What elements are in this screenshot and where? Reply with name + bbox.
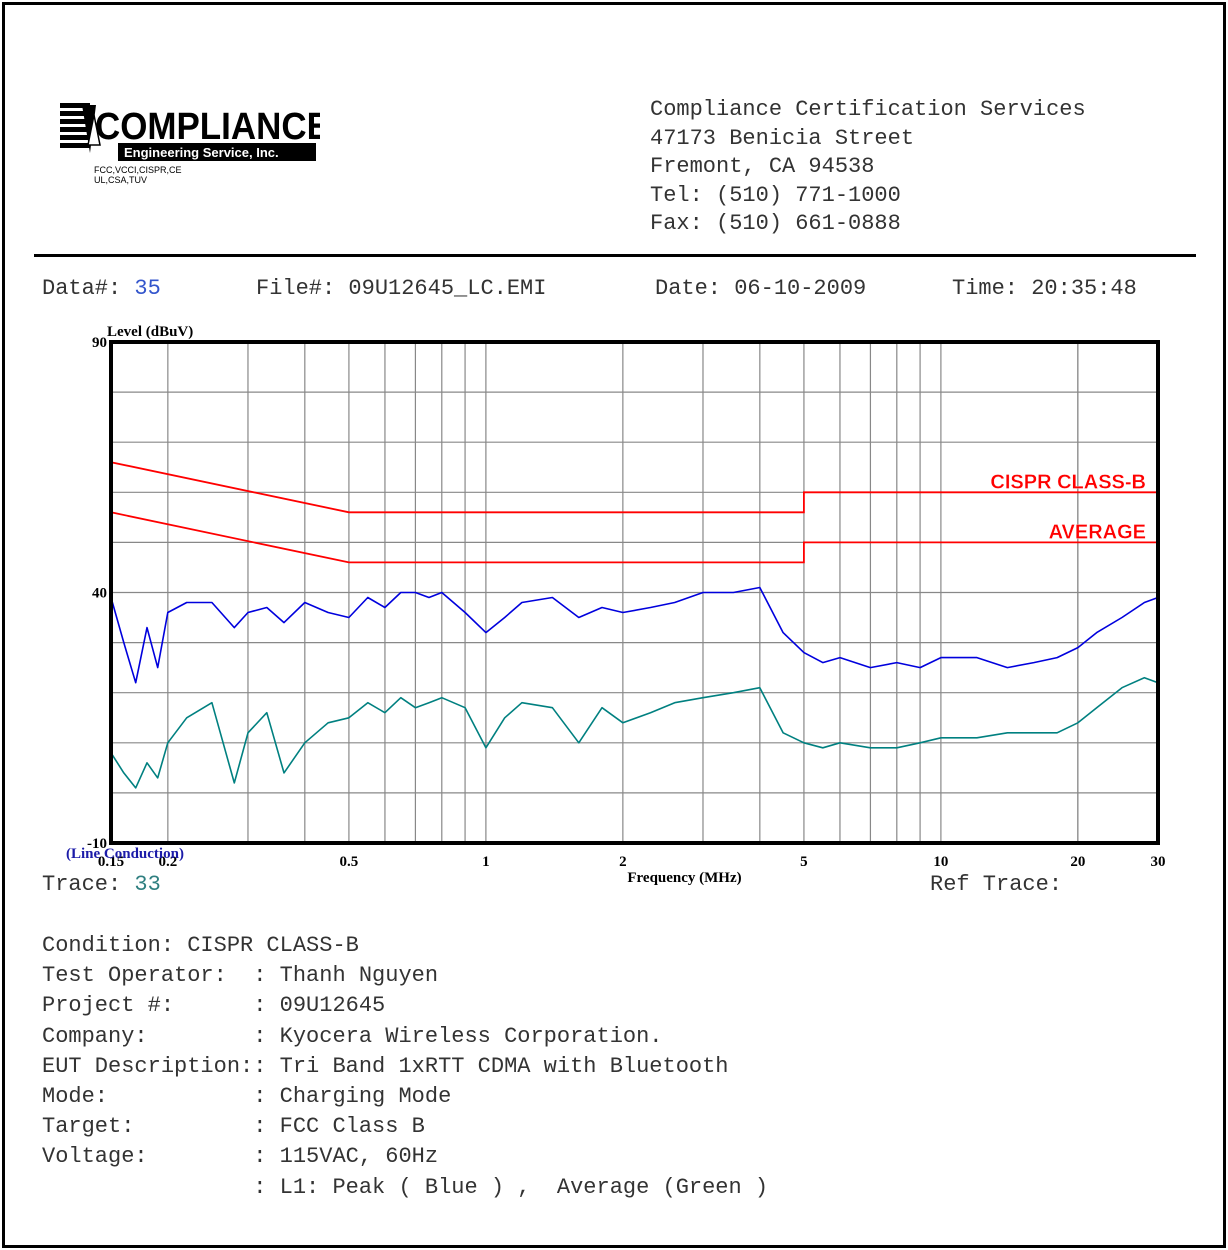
x-tick-label: 30 [1151, 854, 1166, 870]
x-axis-label: Frequency (MHz) [627, 870, 741, 886]
test-conditions: Condition: CISPR CLASS-B Test Operator: … [42, 931, 768, 1203]
x-tick-label: 5 [800, 854, 808, 870]
data-series-line [111, 678, 1158, 788]
x-tick-label: 1 [482, 854, 490, 870]
trace-value: 33 [134, 872, 160, 897]
line-conduction-label: (Line Conduction) [66, 846, 184, 863]
condition-line: EUT Description:: Tri Band 1xRTT CDMA wi… [42, 1052, 768, 1082]
y-axis-label: Level (dBuV) [107, 324, 193, 340]
x-tick-label: 0.5 [340, 854, 359, 870]
trace-label: Trace: [42, 872, 121, 897]
x-tick-label: 20 [1070, 854, 1085, 870]
limit-line-label: AVERAGE [1049, 521, 1146, 543]
condition-line: Project #: : 09U12645 [42, 991, 768, 1021]
condition-line: : L1: Peak ( Blue ) , Average (Green ) [42, 1173, 768, 1203]
y-tick-label: 40 [92, 586, 107, 602]
x-tick-label: 10 [933, 854, 948, 870]
condition-line: Condition: CISPR CLASS-B [42, 931, 768, 961]
trace: Trace: 33 [42, 872, 161, 897]
condition-line: Test Operator: : Thanh Nguyen [42, 961, 768, 991]
condition-line: Mode: : Charging Mode [42, 1082, 768, 1112]
limit-line [111, 512, 1158, 562]
condition-line: Target: : FCC Class B [42, 1112, 768, 1142]
limit-line-label: CISPR CLASS-B [990, 471, 1146, 493]
condition-line: Voltage: : 115VAC, 60Hz [42, 1142, 768, 1172]
y-tick-label: 90 [92, 335, 107, 351]
condition-line: Company: : Kyocera Wireless Corporation. [42, 1022, 768, 1052]
data-series-line [111, 588, 1158, 683]
x-tick-label: 2 [619, 854, 627, 870]
ref-trace-label: Ref Trace: [930, 872, 1062, 897]
